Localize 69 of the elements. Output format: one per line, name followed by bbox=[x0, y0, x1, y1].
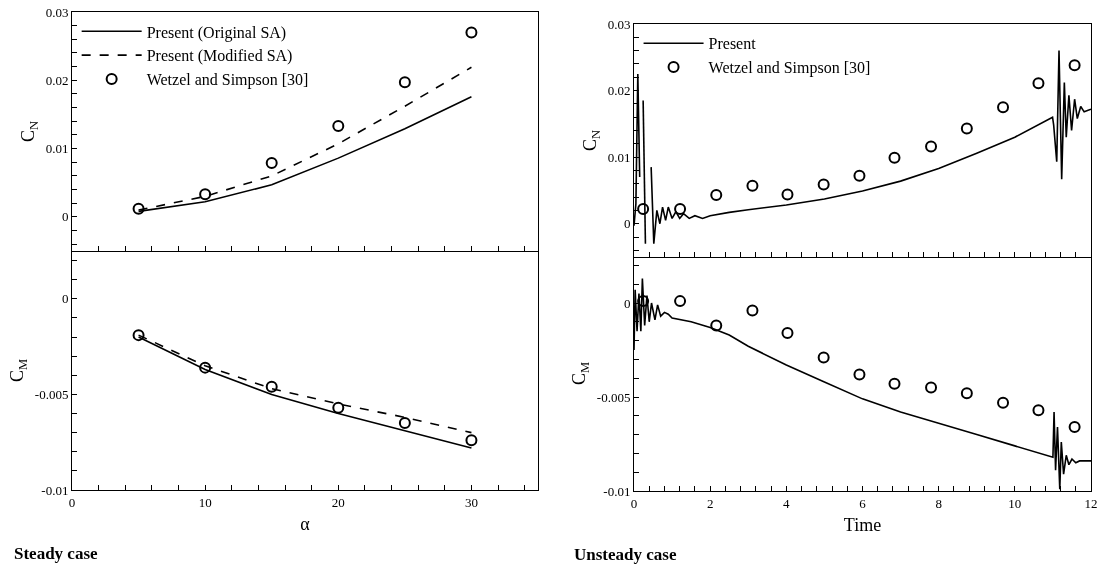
point bbox=[888, 377, 901, 390]
x-tick-label: 30 bbox=[464, 494, 478, 510]
point bbox=[960, 387, 973, 400]
y-tick-label: -0.01 bbox=[41, 482, 69, 498]
y-tick-label: 0 bbox=[61, 209, 69, 225]
point bbox=[888, 151, 901, 164]
x-tick-label: 20 bbox=[331, 494, 345, 510]
point bbox=[710, 319, 723, 332]
x-axis-title: α bbox=[300, 513, 311, 534]
point bbox=[781, 188, 794, 201]
y-tick-label: 0 bbox=[623, 295, 631, 311]
point bbox=[781, 327, 794, 340]
point bbox=[465, 434, 478, 447]
legend-label: Present (Modified SA) bbox=[146, 47, 293, 66]
point bbox=[960, 122, 973, 135]
x-tick-label: 2 bbox=[706, 495, 714, 511]
y-tick-label: 0.01 bbox=[607, 149, 631, 165]
point bbox=[853, 169, 866, 182]
legend-label: Present (Original SA) bbox=[146, 23, 287, 42]
legend-label: Present bbox=[708, 35, 757, 53]
point bbox=[332, 401, 345, 414]
point bbox=[997, 101, 1010, 114]
point bbox=[746, 179, 759, 192]
point bbox=[132, 202, 145, 215]
y-tick-label: -0.01 bbox=[603, 483, 631, 499]
x-tick-label: 10 bbox=[1008, 495, 1022, 511]
y-tick-label: -0.005 bbox=[596, 389, 631, 405]
point bbox=[674, 203, 687, 216]
point bbox=[199, 361, 212, 374]
point bbox=[925, 381, 938, 394]
point bbox=[398, 76, 411, 89]
y-tick-label: 0.02 bbox=[607, 83, 631, 99]
x-axis-title: Time bbox=[843, 514, 882, 535]
point bbox=[853, 368, 866, 381]
point bbox=[132, 329, 145, 342]
point bbox=[925, 140, 938, 153]
point bbox=[332, 120, 345, 133]
point bbox=[1032, 77, 1045, 90]
legend-label: Wetzel and Simpson [30] bbox=[708, 59, 871, 78]
x-tick-label: 10 bbox=[198, 494, 212, 510]
x-tick-label: 4 bbox=[783, 495, 791, 511]
x-tick-label: 12 bbox=[1084, 495, 1098, 511]
x-tick-label: 8 bbox=[935, 495, 942, 511]
point bbox=[1068, 59, 1081, 72]
x-tick-label: 6 bbox=[859, 495, 867, 511]
y-tick-label: 0.03 bbox=[607, 16, 631, 32]
point bbox=[674, 295, 687, 308]
point bbox=[265, 380, 278, 393]
y-tick-label: 0.03 bbox=[45, 4, 69, 20]
point bbox=[710, 189, 723, 202]
point bbox=[1068, 421, 1081, 434]
point bbox=[817, 178, 830, 191]
point bbox=[265, 156, 278, 169]
y-tick-label: 0.02 bbox=[45, 72, 69, 88]
point bbox=[997, 396, 1010, 409]
point bbox=[199, 188, 212, 201]
y-tick-label: 0.01 bbox=[45, 141, 69, 157]
point bbox=[1032, 404, 1045, 417]
y-tick-label: -0.005 bbox=[34, 386, 69, 402]
y-tick-label: 0 bbox=[623, 216, 631, 232]
point bbox=[817, 351, 830, 364]
point bbox=[746, 304, 759, 317]
point bbox=[465, 26, 478, 39]
y-tick-label: 0 bbox=[61, 291, 69, 307]
point bbox=[637, 203, 650, 216]
legend-label: Wetzel and Simpson [30] bbox=[146, 71, 309, 90]
text: Steady case bbox=[14, 544, 99, 563]
point bbox=[398, 417, 411, 430]
text: Unsteady case bbox=[574, 545, 677, 564]
